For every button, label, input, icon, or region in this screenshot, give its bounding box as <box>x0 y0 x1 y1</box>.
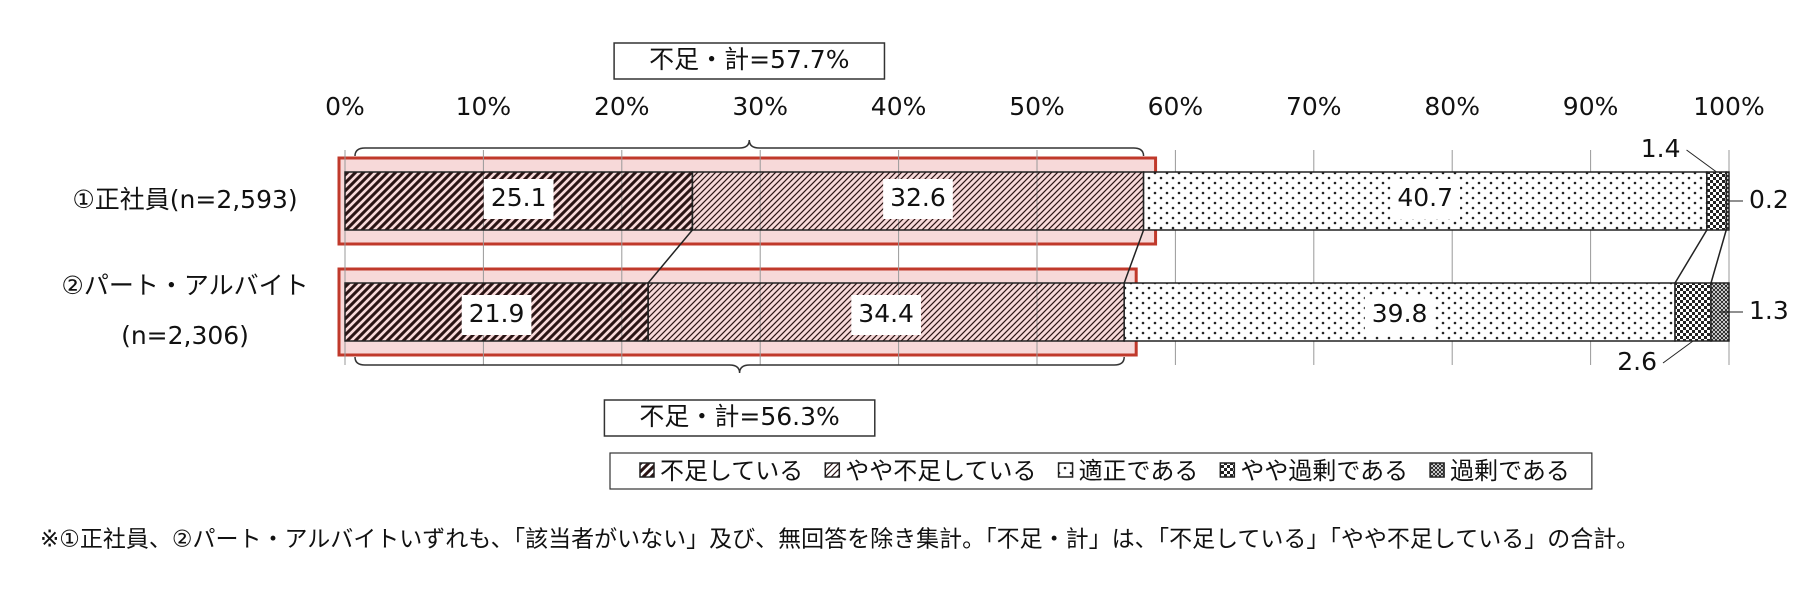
annotation: 不足・計=57.7% <box>649 45 849 74</box>
annotation-box <box>603 399 876 437</box>
series-line <box>1710 229 1727 284</box>
x-tick-label: 90% <box>1563 92 1619 121</box>
legend-swatch <box>1429 462 1445 478</box>
value-label-bg <box>483 179 554 219</box>
category-label: (n=2,306) <box>121 321 249 350</box>
bar-segment <box>1674 282 1712 342</box>
value-label: 21.9 <box>469 299 525 328</box>
x-tick-label: 20% <box>594 92 650 121</box>
x-tick-label: 30% <box>732 92 788 121</box>
x-tick-label: 10% <box>456 92 512 121</box>
value-label-bg <box>851 295 921 335</box>
brace <box>354 356 1125 374</box>
value-label: 25.1 <box>491 183 547 212</box>
value-label: 1.4 <box>1641 134 1681 163</box>
legend-swatch <box>1057 462 1074 478</box>
value-label-bg <box>1390 179 1461 219</box>
bar-segment <box>1706 171 1727 231</box>
legend: 不足している やや不足している 適正である やや過剰である 過剰である <box>609 452 1593 490</box>
series-line <box>647 229 693 284</box>
value-label: 2.6 <box>1617 347 1657 376</box>
series-line <box>1674 229 1708 284</box>
legend-swatch <box>824 462 841 478</box>
legend-box <box>609 452 1593 490</box>
x-tick-label: 70% <box>1286 92 1342 121</box>
annotation-box <box>613 42 886 80</box>
x-tick-label: 80% <box>1424 92 1480 121</box>
x-tick-label: 0% <box>325 92 365 121</box>
category-label: ②パート・アルバイト <box>61 271 308 300</box>
x-tick-label: 40% <box>871 92 927 121</box>
leader-line <box>1686 149 1717 173</box>
legend-label: 不足している <box>660 457 803 485</box>
legend-label: やや過剰である <box>1240 457 1408 485</box>
brace <box>354 139 1145 157</box>
legend-label: 過剰である <box>1450 457 1570 485</box>
value-label-bg <box>461 295 532 335</box>
legend-label: 適正である <box>1079 457 1199 485</box>
x-tick-label: 50% <box>1009 92 1065 121</box>
value-label: 39.8 <box>1372 299 1428 328</box>
legend-swatch <box>1219 462 1236 478</box>
legend-swatch <box>639 462 655 478</box>
value-label: 32.6 <box>890 183 946 212</box>
value-label: 40.7 <box>1397 183 1453 212</box>
x-tick-label: 60% <box>1148 92 1204 121</box>
value-label: 0.2 <box>1749 185 1789 214</box>
series-line <box>1123 229 1145 284</box>
legend-label: やや不足している <box>845 457 1036 485</box>
value-label-bg <box>883 179 953 219</box>
value-label: 34.4 <box>858 299 914 328</box>
value-label-bg <box>1364 295 1435 335</box>
x-tick-label: 100% <box>1693 92 1764 121</box>
annotation: 不足・計=56.3% <box>639 402 839 431</box>
value-label: 1.3 <box>1749 296 1789 325</box>
footnote: ※①正社員、②パート・アルバイトいずれも、「該当者がいない」及び、無回答を除き集… <box>40 527 1639 553</box>
category-label: ①正社員(n=2,593) <box>72 185 297 214</box>
leader-line <box>1662 340 1694 364</box>
